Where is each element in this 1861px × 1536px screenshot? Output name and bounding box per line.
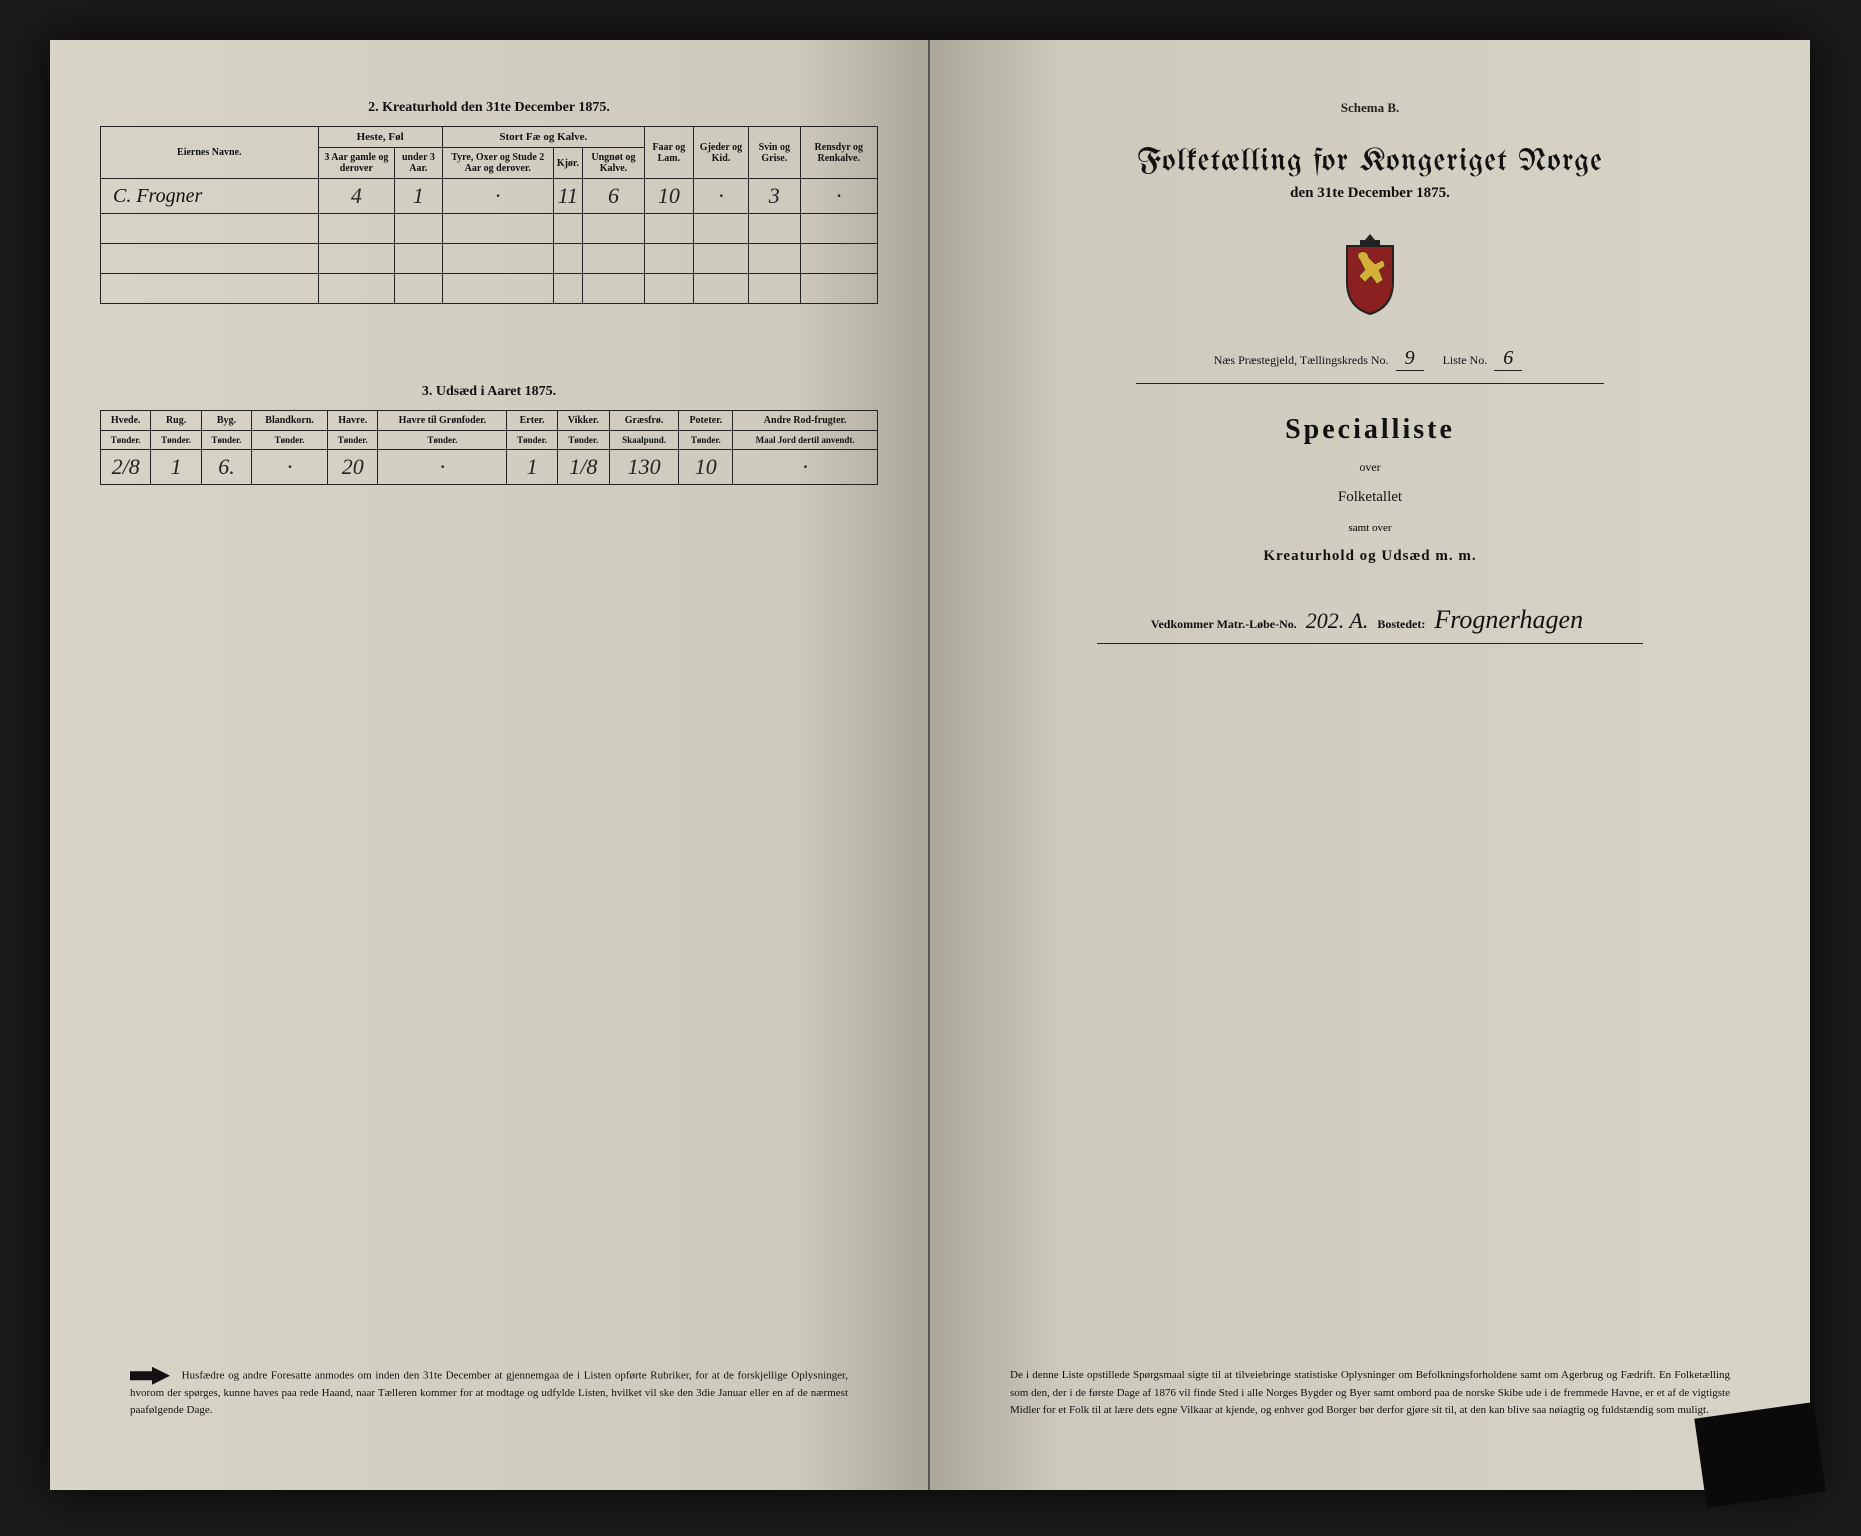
cell: 6. (201, 450, 251, 485)
owner-name: C. Frogner (101, 179, 319, 214)
th: Hvede. (101, 411, 151, 431)
table-row: 2/8 1 6. · 20 · 1 1/8 130 10 · (101, 450, 878, 485)
livestock-table: Eiernes Navne. Heste, Føl Stort Fæ og Ka… (100, 126, 878, 304)
section-3: 3. Udsæd i Aaret 1875. Hvede. Rug. Byg. … (100, 384, 878, 485)
parish-line: Næs Præstegjeld, Tællingskreds No. 9 Lis… (980, 347, 1760, 371)
th-unit: Tønder. (201, 431, 251, 450)
section-2-title: 2. Kreaturhold den 31te December 1875. (100, 100, 878, 116)
th: Byg. (201, 411, 251, 431)
th-unit: Skaalpund. (609, 431, 678, 450)
cell: 11 (553, 179, 582, 214)
cell: 4 (318, 179, 395, 214)
th-horses-1: 3 Aar gamle og derover (318, 148, 395, 179)
over-label: over (980, 460, 1760, 475)
th-cattle-1: Tyre, Oxer og Stude 2 Aar og derover. (442, 148, 553, 179)
cell: · (378, 450, 507, 485)
th: Poteter. (679, 411, 733, 431)
th-goats: Gjeder og Kid. (693, 127, 748, 179)
th-unit: Tønder. (378, 431, 507, 450)
th: Rug. (151, 411, 201, 431)
table-row (101, 214, 878, 244)
right-footer-text: De i denne Liste opstillede Spørgsmaal s… (1010, 1369, 1730, 1416)
th-unit: Tønder. (507, 431, 557, 450)
census-subtitle: den 31te December 1875. (980, 185, 1760, 202)
th-unit: Tønder. (151, 431, 201, 450)
divider (1097, 643, 1643, 644)
th-owner: Eiernes Navne. (101, 127, 319, 179)
right-footer: De i denne Liste opstillede Spørgsmaal s… (1000, 1367, 1740, 1420)
th: Havre til Grønfoder. (378, 411, 507, 431)
samt-label: samt over (980, 522, 1760, 534)
th: Vikker. (557, 411, 609, 431)
th: Andre Rod-frugter. (733, 411, 878, 431)
cell: 20 (328, 450, 378, 485)
left-page: 2. Kreaturhold den 31te December 1875. E… (50, 40, 930, 1490)
list-no: 6 (1494, 347, 1522, 371)
table-row (101, 244, 878, 274)
folketallet-label: Folketallet (980, 489, 1760, 506)
th-pigs: Svin og Grise. (749, 127, 800, 179)
th-unit: Tønder. (252, 431, 328, 450)
section-2: 2. Kreaturhold den 31te December 1875. E… (100, 100, 878, 304)
cell: · (693, 179, 748, 214)
divider (1136, 383, 1604, 384)
specialliste-title: Specialliste (980, 414, 1760, 446)
page-corner-shadow (1694, 1402, 1825, 1508)
th-cattle-3: Ungnøt og Kalve. (582, 148, 644, 179)
parish-label: Næs Præstegjeld, Tællingskreds No. (1214, 353, 1389, 367)
cell: 6 (582, 179, 644, 214)
kreaturhold-label: Kreaturhold og Udsæd m. m. (980, 548, 1760, 565)
th-cattle-2: Kjør. (553, 148, 582, 179)
th-sheep: Faar og Lam. (644, 127, 693, 179)
cell: 130 (609, 450, 678, 485)
right-page: Schema B. Folketælling for Kongeriget No… (930, 40, 1810, 1490)
cell: 1 (151, 450, 201, 485)
book-spread: 2. Kreaturhold den 31te December 1875. E… (50, 40, 1810, 1490)
cell: 2/8 (101, 450, 151, 485)
seeding-table: Hvede. Rug. Byg. Blandkorn. Havre. Havre… (100, 410, 878, 485)
cell: · (800, 179, 878, 214)
th-unit: Tønder. (557, 431, 609, 450)
list-label: Liste No. (1443, 353, 1488, 367)
bosted-label: Bostedet: (1377, 617, 1425, 631)
cell: · (733, 450, 878, 485)
cell: 1 (395, 179, 443, 214)
th-unit: Tønder. (679, 431, 733, 450)
table-row (101, 274, 878, 304)
th: Græsfrø. (609, 411, 678, 431)
cell: 10 (644, 179, 693, 214)
th-reindeer: Rensdyr og Renkalve. (800, 127, 878, 179)
matr-line: Vedkommer Matr.-Løbe-No. 202. A. Bostede… (980, 605, 1760, 635)
th-unit: Maal Jord dertil anvendt. (733, 431, 878, 450)
section-3-title: 3. Udsæd i Aaret 1875. (100, 384, 878, 400)
parish-no: 9 (1396, 347, 1424, 371)
matr-no: 202. A. (1306, 608, 1369, 634)
th-cattle: Stort Fæ og Kalve. (442, 127, 644, 148)
cell: · (442, 179, 553, 214)
left-footer-text: Husfædre og andre Foresatte anmodes om i… (130, 1369, 848, 1416)
th: Erter. (507, 411, 557, 431)
th-horses-2: under 3 Aar. (395, 148, 443, 179)
cell: 10 (679, 450, 733, 485)
matr-label: Vedkommer Matr.-Løbe-No. (1151, 617, 1297, 631)
coat-of-arms-icon (1335, 232, 1405, 317)
bosted-name: Frognerhagen (1434, 605, 1583, 635)
th-unit: Tønder. (328, 431, 378, 450)
cell: 1/8 (557, 450, 609, 485)
schema-label: Schema B. (980, 100, 1760, 116)
cell: 3 (749, 179, 800, 214)
th-unit: Tønder. (101, 431, 151, 450)
table-row: C. Frogner 4 1 · 11 6 10 · 3 · (101, 179, 878, 214)
left-footer: Husfædre og andre Foresatte anmodes om i… (120, 1367, 858, 1420)
pointing-hand-icon (130, 1367, 170, 1385)
th: Blandkorn. (252, 411, 328, 431)
th-horses: Heste, Føl (318, 127, 442, 148)
census-title: Folketælling for Kongeriget Norge (980, 146, 1760, 179)
th: Havre. (328, 411, 378, 431)
cell: · (252, 450, 328, 485)
cell: 1 (507, 450, 557, 485)
